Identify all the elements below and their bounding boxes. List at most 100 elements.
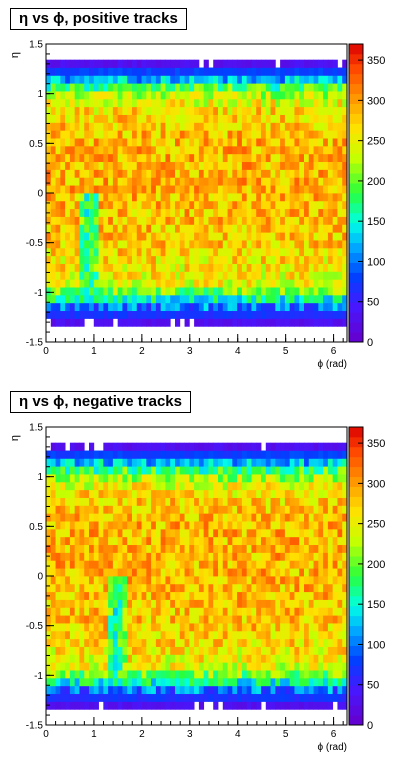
heatmap-cell [84, 552, 90, 561]
heatmap-cell [222, 271, 228, 280]
heatmap-cell [151, 481, 157, 491]
heatmap-cell [165, 638, 171, 647]
heatmap-cell [127, 544, 133, 553]
heatmap-cell [79, 560, 85, 569]
heatmap-cell [313, 98, 319, 108]
heatmap-cell [89, 685, 95, 695]
heatmap-cell [155, 169, 162, 178]
heatmap-cell [251, 106, 257, 115]
heatmap-cell [327, 552, 334, 561]
heatmap-cell [289, 521, 295, 530]
heatmap-cell [122, 138, 128, 147]
heatmap-cell [146, 177, 152, 186]
heatmap-cell [189, 75, 195, 84]
heatmap-cell [175, 287, 181, 296]
heatmap-cell [213, 271, 219, 280]
heatmap-cell [155, 615, 162, 624]
heatmap-cell [170, 232, 176, 241]
heatmap-cell [60, 247, 66, 257]
heatmap-cell [84, 630, 90, 640]
heatmap-cell [184, 98, 190, 108]
heatmap-cell [194, 138, 200, 147]
heatmap-cell [98, 91, 104, 100]
heatmap-cell [198, 677, 205, 687]
heatmap-cell [146, 98, 152, 108]
heatmap-cell [280, 200, 286, 210]
heatmap-cell [294, 450, 300, 459]
colorbar-band [349, 566, 363, 577]
heatmap-cell [327, 83, 334, 92]
heatmap-cell [208, 224, 214, 233]
heatmap-cell [294, 693, 300, 702]
heatmap-cell [203, 662, 209, 671]
heatmap-cell [151, 177, 157, 186]
heatmap-cell [289, 513, 295, 522]
heatmap-cell [294, 638, 300, 647]
heatmap-cell [284, 654, 291, 663]
colorbar-band [349, 163, 363, 174]
heatmap-cell [237, 450, 243, 459]
heatmap-cell [112, 576, 119, 585]
heatmap-cell [289, 489, 295, 498]
heatmap-cell [342, 481, 348, 491]
heatmap-cell [237, 145, 243, 155]
heatmap-cell [194, 442, 200, 451]
heatmap-cell [194, 497, 200, 506]
heatmap-cell [103, 138, 109, 147]
heatmap-cell [313, 145, 319, 155]
heatmap-cell [69, 615, 76, 624]
heatmap-cell [127, 98, 133, 108]
heatmap-cell [251, 474, 257, 483]
heatmap-cell [160, 615, 166, 624]
heatmap-cell [318, 599, 324, 608]
heatmap-cell [227, 153, 233, 163]
heatmap-cell [79, 271, 85, 280]
heatmap-cell [46, 677, 52, 687]
heatmap-cell [256, 255, 262, 264]
colorbar-tick-label: 200 [367, 176, 385, 188]
heatmap-cell [332, 59, 338, 68]
heatmap-cell [141, 576, 147, 585]
heatmap-cell [323, 75, 329, 84]
heatmap-cell [160, 75, 166, 84]
heatmap-cell [241, 232, 248, 241]
heatmap-cell [84, 161, 90, 170]
heatmap-cell [332, 466, 338, 475]
heatmap-cell [98, 560, 104, 569]
heatmap-cell [208, 458, 214, 467]
heatmap-cell [136, 138, 142, 147]
heatmap-cell [98, 255, 104, 264]
heatmap-cell [112, 599, 119, 608]
heatmap-cell [117, 544, 123, 553]
heatmap-cell [46, 623, 52, 632]
heatmap-cell [232, 450, 238, 459]
heatmap-cell [179, 91, 185, 100]
heatmap-cell [241, 200, 248, 210]
heatmap-cell [175, 185, 181, 194]
heatmap-cell [122, 481, 128, 491]
heatmap-cell [251, 91, 257, 100]
heatmap-cell [122, 497, 128, 506]
heatmap-cell [117, 646, 123, 655]
heatmap-cell [284, 481, 291, 491]
heatmap-cell [294, 536, 300, 546]
heatmap-cell [337, 623, 343, 632]
heatmap-cell [284, 240, 291, 249]
heatmap-cell [79, 615, 85, 624]
heatmap-cell [127, 83, 133, 92]
heatmap-cell [294, 310, 300, 319]
heatmap-cell [155, 271, 162, 280]
heatmap-cell [318, 287, 324, 296]
colorbar-band [349, 282, 363, 293]
heatmap-cell [103, 685, 109, 695]
heatmap-cell [98, 216, 104, 225]
heatmap-cell [117, 145, 123, 155]
heatmap-cell [265, 552, 271, 561]
heatmap-cell [222, 185, 228, 194]
heatmap-cell [50, 544, 56, 553]
heatmap-cell [132, 318, 138, 327]
heatmap-cell [261, 200, 267, 210]
heatmap-cell [127, 287, 133, 296]
heatmap-cell [184, 208, 190, 217]
heatmap-cell [284, 122, 291, 131]
